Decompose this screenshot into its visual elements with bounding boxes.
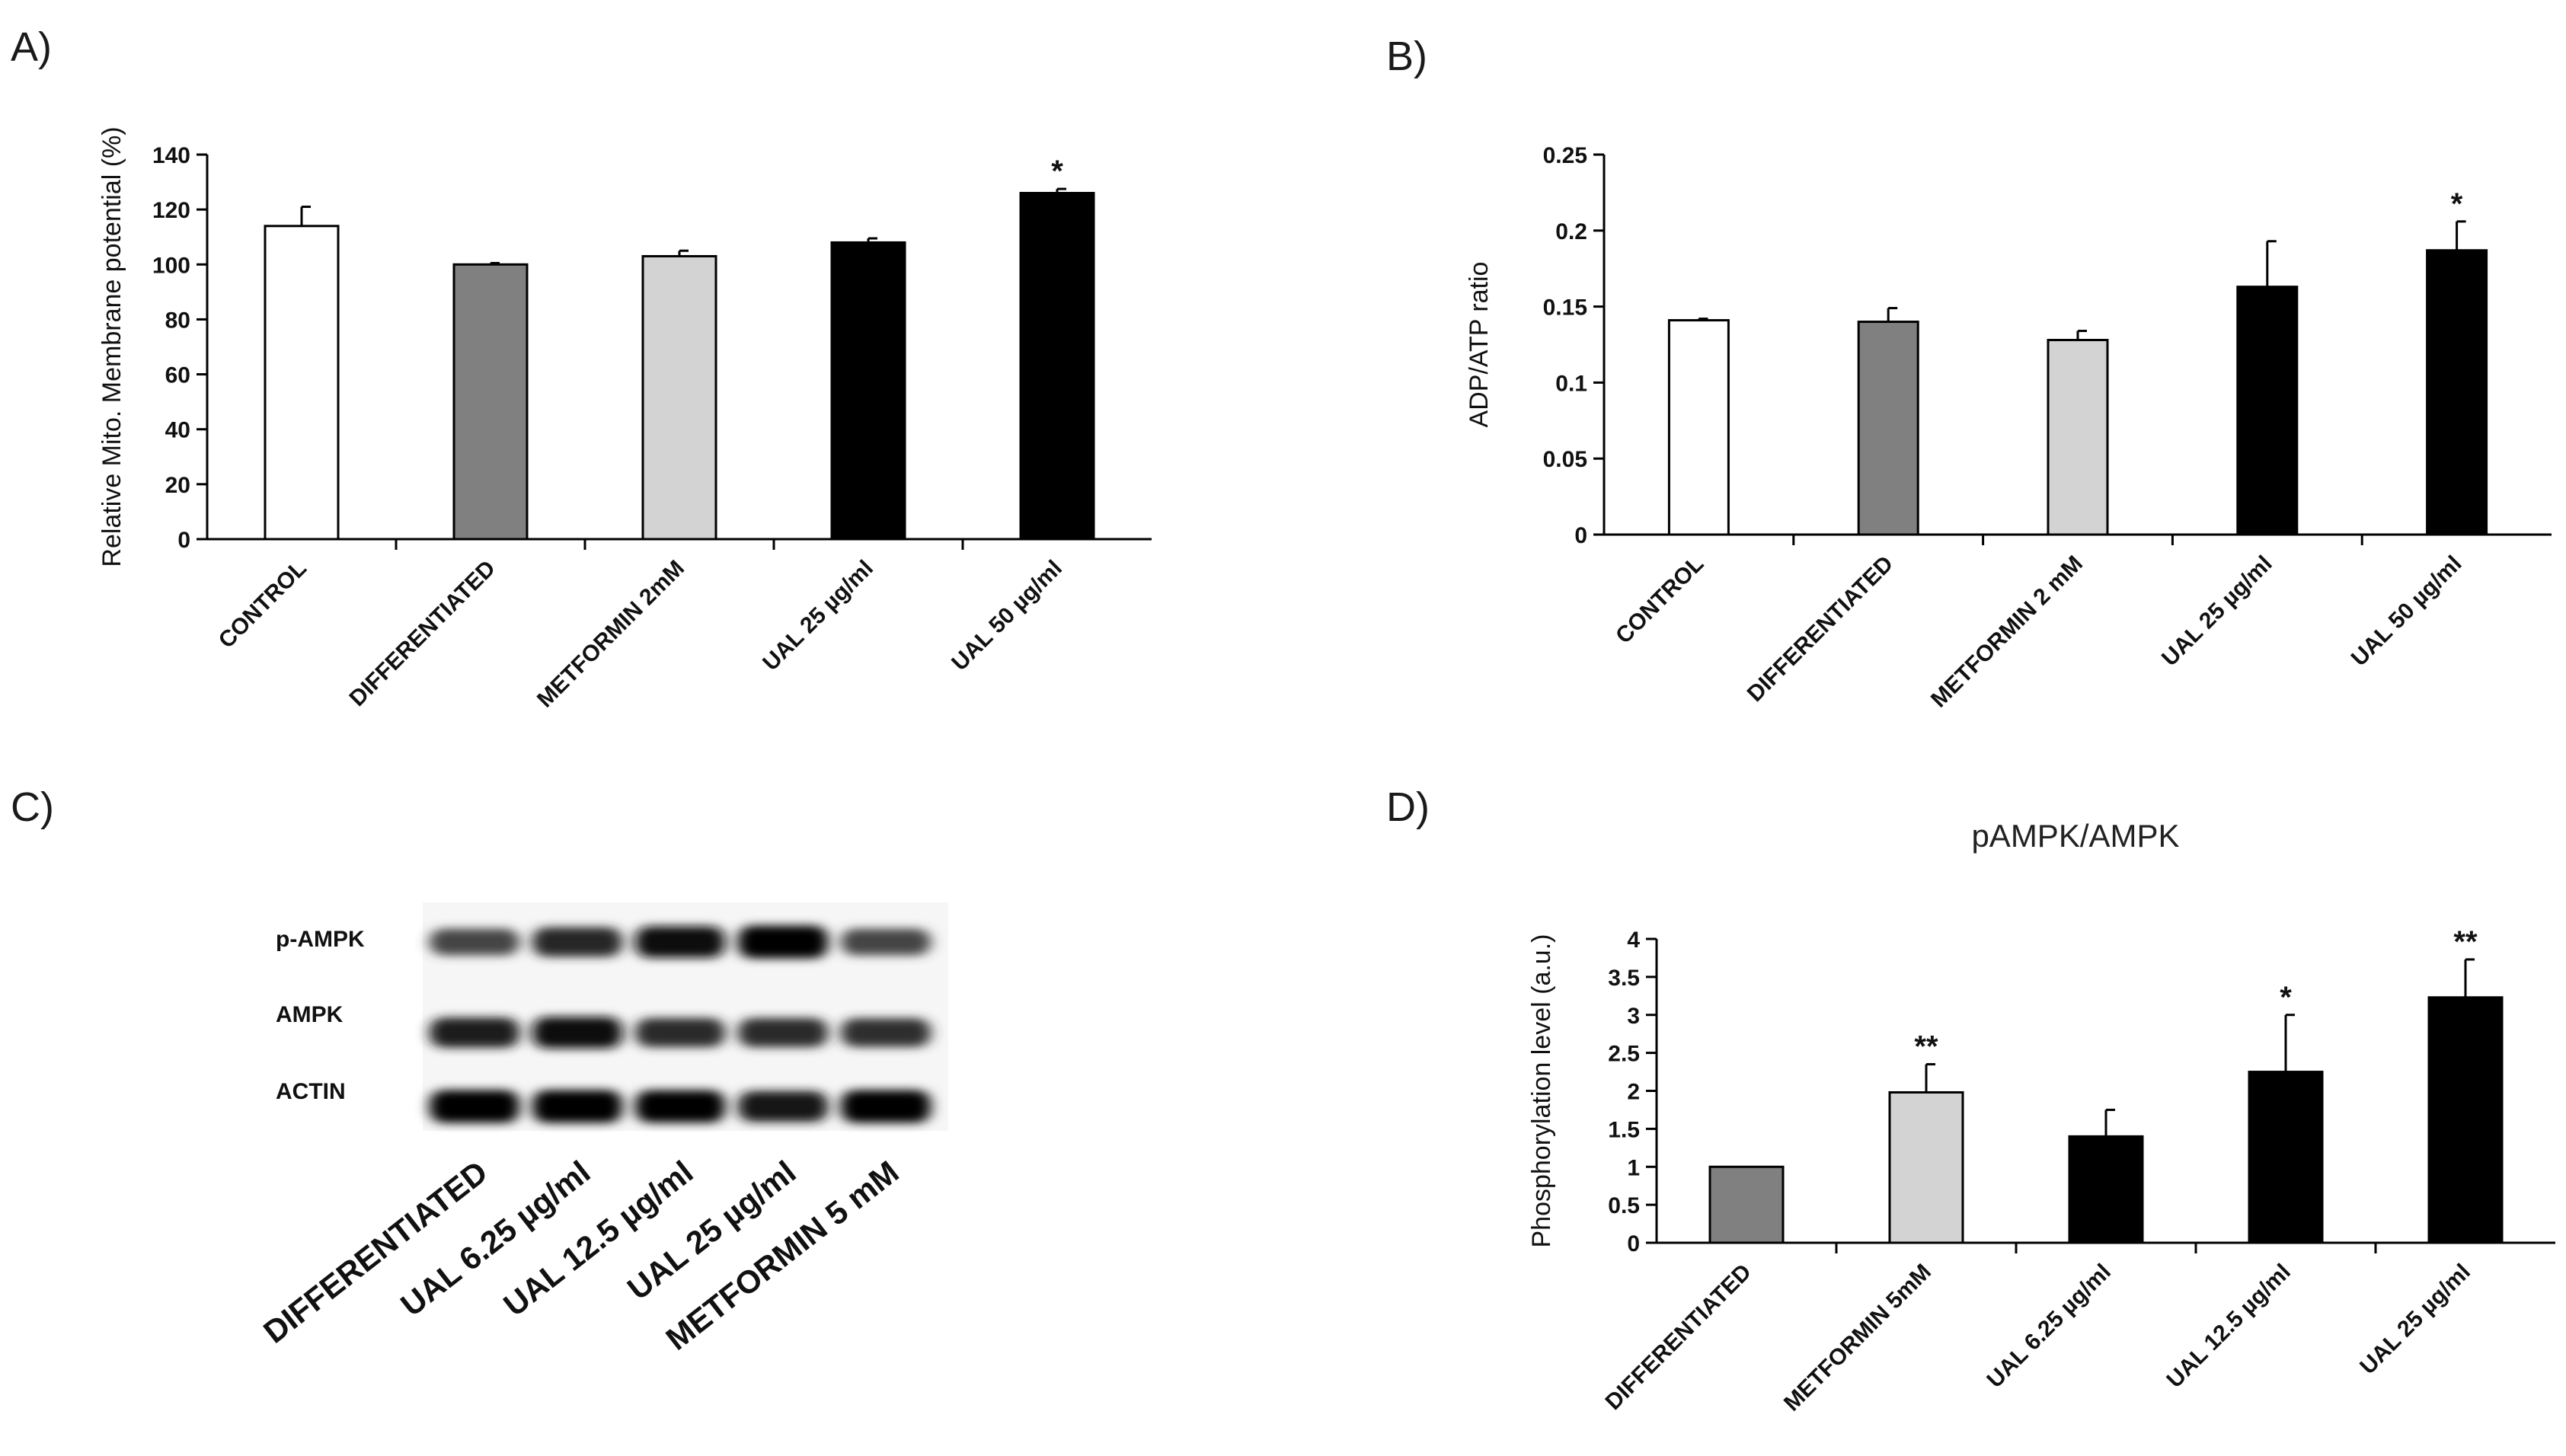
bar <box>264 225 340 541</box>
category-label: METFORMIN 2 mM <box>1926 551 2088 713</box>
blot-row-label: p-AMPK <box>276 927 365 952</box>
category-label: DIFFERENTIATED <box>1601 1260 1756 1415</box>
significance-label: * <box>1051 155 1063 188</box>
y-tick-label: 1.5 <box>1608 1117 1640 1142</box>
bar <box>2068 1135 2144 1244</box>
category-label: UAL 50 µg/ml <box>2347 551 2467 672</box>
y-tick-label: 0.5 <box>1608 1193 1640 1218</box>
chart-title: pAMPK/AMPK <box>1971 818 2179 854</box>
y-tick-label: 0.2 <box>1555 219 1587 244</box>
y-axis-title: Phosphorylation level (a.u.) <box>1527 934 1556 1247</box>
blot-band <box>841 928 931 956</box>
y-tick-label: 4 <box>1627 928 1640 953</box>
blot-band <box>635 1090 725 1123</box>
significance-label: ** <box>1914 1030 1938 1064</box>
y-tick-label: 0.05 <box>1543 447 1587 472</box>
bar <box>2236 286 2299 536</box>
significance-label: ** <box>2453 925 2478 959</box>
panel-label-a: A) <box>11 24 52 70</box>
y-tick-label: 0.15 <box>1543 295 1587 321</box>
blot-band <box>635 926 725 958</box>
y-tick-label: 0 <box>177 528 190 553</box>
bar <box>2426 249 2488 536</box>
bar <box>1888 1090 1964 1244</box>
y-axis-title: Relative Mito. Membrane potential (%) <box>97 126 126 567</box>
bar <box>1019 192 1095 541</box>
significance-label: * <box>2280 981 2292 1014</box>
y-tick-label: 0.25 <box>1543 143 1587 168</box>
panel-label-c: C) <box>11 784 54 830</box>
blot-band <box>738 1017 828 1048</box>
blot-lane-label: UAL 12.5 µg/ml <box>497 1154 699 1323</box>
blot-band <box>430 1090 519 1123</box>
category-label: CONTROL <box>214 556 312 653</box>
y-tick-label: 80 <box>165 308 190 333</box>
chart-pampk-ampk: 0 0.5 1 1.5 2 2.5 3 3.5 4 DIFFERENTIATED ** METFORM… <box>1527 818 2555 1416</box>
y-axis-title: ADP/ATP ratio <box>1465 262 1494 428</box>
bar <box>2047 339 2109 536</box>
bar <box>830 241 906 541</box>
bar <box>1667 319 1730 536</box>
significance-label: * <box>2451 187 2463 221</box>
blot-band <box>532 1090 622 1123</box>
blot-band <box>841 1018 931 1047</box>
y-tick-label: 3 <box>1627 1004 1640 1029</box>
category-label: UAL 12.5 µg/ml <box>2162 1260 2295 1393</box>
category-label: UAL 25 µg/ml <box>758 556 878 676</box>
panel-label-b: B) <box>1386 34 1427 79</box>
blot-band <box>738 1090 828 1122</box>
bar <box>1708 1165 1785 1244</box>
y-tick-label: 0 <box>1574 523 1587 548</box>
y-tick-label: 60 <box>165 363 190 388</box>
bar <box>641 254 717 541</box>
blot-band <box>635 1017 725 1048</box>
blot-band <box>738 925 828 959</box>
category-label: DIFFERENTIATED <box>345 556 500 711</box>
y-tick-label: 2 <box>1627 1080 1640 1105</box>
category-label: UAL 6.25 µg/ml <box>1982 1260 2115 1393</box>
blot-band <box>532 1017 622 1049</box>
blot-band <box>841 1090 931 1123</box>
y-tick-label: 0 <box>1627 1231 1640 1256</box>
category-label: DIFFERENTIATED <box>1743 551 1898 707</box>
y-tick-label: 20 <box>165 473 190 498</box>
y-tick-label: 2.5 <box>1608 1042 1640 1067</box>
bar <box>452 263 529 541</box>
blot-band <box>532 927 622 957</box>
category-label: UAL 25 µg/ml <box>2157 551 2277 672</box>
category-label: METFORMIN 5mM <box>1779 1260 1936 1416</box>
bar <box>2248 1071 2324 1244</box>
y-tick-label: 3.5 <box>1608 966 1640 991</box>
blot-band <box>430 1017 519 1048</box>
blot-row-label: AMPK <box>276 1002 344 1027</box>
chart-adp-atp-ratio: 0 0.05 0.1 0.15 0.2 0.25 CONTROL DIFFERENTIATED… <box>1465 143 2552 713</box>
blot-lane-label: UAL 6.25 µg/ml <box>394 1154 596 1323</box>
y-tick-label: 120 <box>152 198 190 223</box>
y-tick-label: 1 <box>1627 1155 1640 1180</box>
panel-label-d: D) <box>1386 784 1430 830</box>
bar <box>2427 996 2504 1244</box>
blot-row-label: ACTIN <box>276 1079 346 1104</box>
chart-mito-membrane-potential: 0 20 40 60 80 100 120 140 CONTROL DIFFERENTIATED M… <box>97 126 1152 713</box>
category-label: UAL 25 µg/ml <box>2355 1260 2475 1380</box>
y-tick-label: 100 <box>152 253 190 278</box>
y-tick-label: 0.1 <box>1555 371 1587 396</box>
blot-band <box>430 928 519 956</box>
category-label: METFORMIN 2mM <box>532 556 689 713</box>
category-label: UAL 50 µg/ml <box>947 556 1067 676</box>
bar <box>1857 321 1919 536</box>
category-label: CONTROL <box>1611 551 1708 649</box>
y-tick-label: 40 <box>165 418 190 443</box>
y-tick-label: 140 <box>152 143 190 168</box>
